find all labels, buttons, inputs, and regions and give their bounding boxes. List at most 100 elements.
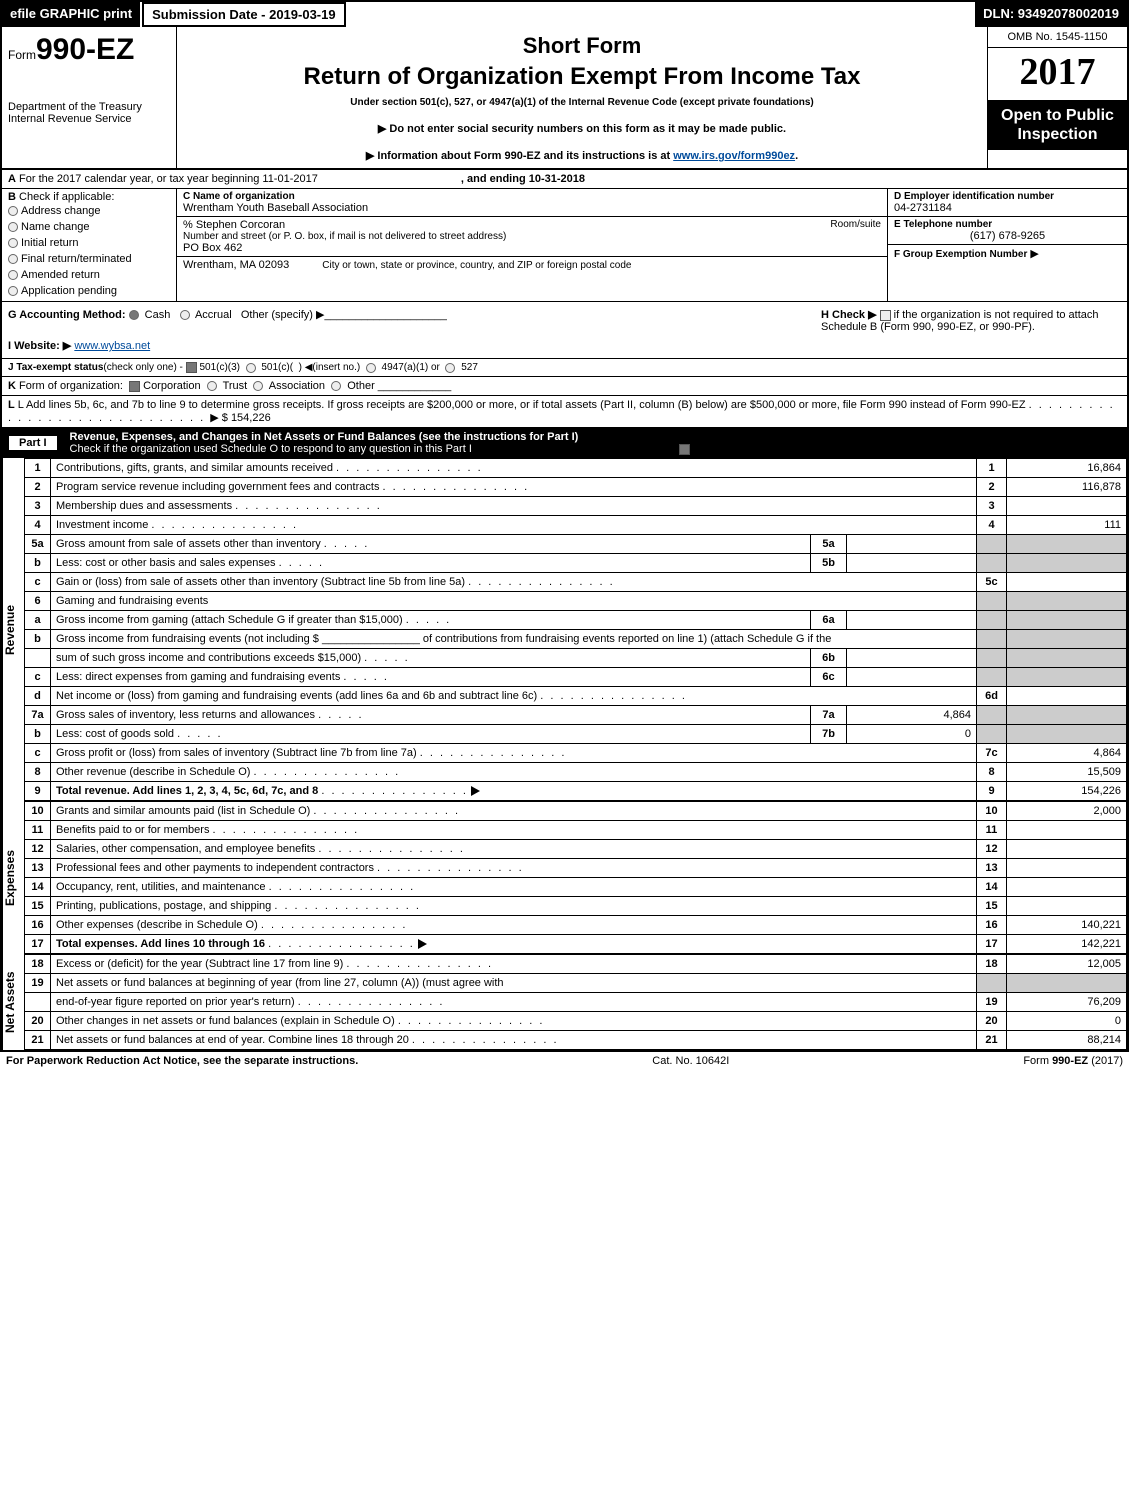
line-number: 15: [25, 897, 51, 916]
amount-cell: 140,221: [1007, 916, 1127, 935]
amount-cell: [1007, 725, 1127, 744]
gross-receipts-amount: ▶ $ 154,226: [210, 412, 270, 424]
amount-cell: [1007, 611, 1127, 630]
revenue-side-label: Revenue: [2, 458, 24, 801]
table-row: 3Membership dues and assessments . . . .…: [25, 497, 1127, 516]
amount-line-ref: [977, 668, 1007, 687]
amount-line-ref: 6d: [977, 687, 1007, 706]
dln-badge: DLN: 93492078002019: [975, 2, 1127, 27]
line-number: 19: [25, 974, 51, 993]
amount-cell: 116,878: [1007, 478, 1127, 497]
website-link[interactable]: www.wybsa.net: [74, 340, 150, 352]
line-number: c: [25, 573, 51, 592]
header-middle: Short Form Return of Organization Exempt…: [177, 27, 987, 168]
line-desc: Gaming and fundraising events: [51, 592, 977, 611]
sub-line-number: 6b: [811, 649, 847, 668]
table-row: dNet income or (loss) from gaming and fu…: [25, 687, 1127, 706]
chk-address-change[interactable]: Address change: [8, 203, 170, 219]
chk-accrual[interactable]: [180, 310, 190, 320]
care-of: % Stephen Corcoran: [183, 219, 506, 231]
chk-initial-return[interactable]: Initial return: [8, 235, 170, 251]
short-form-title: Short Form: [187, 33, 977, 59]
chk-amended-return[interactable]: Amended return: [8, 267, 170, 283]
amount-cell: 2,000: [1007, 802, 1127, 821]
sub-line-number: 7b: [811, 725, 847, 744]
sub-line-number: 5a: [811, 535, 847, 554]
table-row: 21Net assets or fund balances at end of …: [25, 1031, 1127, 1050]
amount-cell: [1007, 573, 1127, 592]
chk-schedule-o[interactable]: [679, 444, 690, 455]
table-row: 12Salaries, other compensation, and empl…: [25, 840, 1127, 859]
amount-cell: [1007, 706, 1127, 725]
table-row: 5aGross amount from sale of assets other…: [25, 535, 1127, 554]
amount-cell: [1007, 687, 1127, 706]
line-number: 8: [25, 763, 51, 782]
line-desc: Gross sales of inventory, less returns a…: [51, 706, 811, 725]
line-number: c: [25, 668, 51, 687]
sub-line-value: [847, 554, 977, 573]
table-row: cGross profit or (loss) from sales of in…: [25, 744, 1127, 763]
amount-line-ref: 11: [977, 821, 1007, 840]
org-name: Wrentham Youth Baseball Association: [183, 202, 368, 214]
line-number: d: [25, 687, 51, 706]
table-row: bLess: cost or other basis and sales exp…: [25, 554, 1127, 573]
line-desc: Occupancy, rent, utilities, and maintena…: [51, 878, 977, 897]
phone-cell: E Telephone number (617) 678-9265: [888, 217, 1127, 245]
sub-line-value: [847, 668, 977, 687]
amount-line-ref: 12: [977, 840, 1007, 859]
table-row: cGain or (loss) from sale of assets othe…: [25, 573, 1127, 592]
amount-line-ref: [977, 725, 1007, 744]
phone-value: (617) 678-9265: [894, 230, 1121, 242]
table-row: 20Other changes in net assets or fund ba…: [25, 1012, 1127, 1031]
line-desc: Other revenue (describe in Schedule O) .…: [51, 763, 977, 782]
table-row: aGross income from gaming (attach Schedu…: [25, 611, 1127, 630]
amount-cell: 142,221: [1007, 935, 1127, 954]
line-desc: Less: cost or other basis and sales expe…: [51, 554, 811, 573]
amount-cell: [1007, 878, 1127, 897]
accounting-method: G Accounting Method: Cash Accrual Other …: [8, 308, 821, 321]
chk-name-change[interactable]: Name change: [8, 219, 170, 235]
chk-application-pending[interactable]: Application pending: [8, 283, 170, 299]
row-j-tax-status: J Tax-exempt status(check only one) - 50…: [2, 359, 1127, 377]
expenses-section: Expenses 10Grants and similar amounts pa…: [2, 801, 1127, 954]
sub-line-number: 6a: [811, 611, 847, 630]
amount-line-ref: 7c: [977, 744, 1007, 763]
street-address: PO Box 462: [183, 242, 506, 254]
table-row: 7aGross sales of inventory, less returns…: [25, 706, 1127, 725]
chk-final-return[interactable]: Final return/terminated: [8, 251, 170, 267]
chk-cash[interactable]: [129, 310, 139, 320]
line-number: 12: [25, 840, 51, 859]
line-number: 9: [25, 782, 51, 801]
row-k-form-of-org: K Form of organization: Corporation Trus…: [2, 377, 1127, 396]
line-number: 14: [25, 878, 51, 897]
header-row: Form990-EZ Department of the Treasury In…: [2, 27, 1127, 170]
line-number: 21: [25, 1031, 51, 1050]
instructions-link[interactable]: www.irs.gov/form990ez: [673, 150, 795, 162]
chk-schedule-b[interactable]: [880, 310, 891, 321]
amount-cell: [1007, 668, 1127, 687]
amount-cell: [1007, 630, 1127, 649]
line-desc: Membership dues and assessments . . . . …: [51, 497, 977, 516]
line-number: 6: [25, 592, 51, 611]
amount-line-ref: 19: [977, 993, 1007, 1012]
table-row: 18Excess or (deficit) for the year (Subt…: [25, 955, 1127, 974]
table-row: 2Program service revenue including gover…: [25, 478, 1127, 497]
table-row: 6Gaming and fundraising events: [25, 592, 1127, 611]
sub-line-number: 5b: [811, 554, 847, 573]
table-row: 16Other expenses (describe in Schedule O…: [25, 916, 1127, 935]
omb-number: OMB No. 1545-1150: [988, 27, 1127, 48]
line-number: c: [25, 744, 51, 763]
line-number: 10: [25, 802, 51, 821]
line-desc: Net assets or fund balances at end of ye…: [51, 1031, 977, 1050]
sub-line-value: 0: [847, 725, 977, 744]
line-desc: Net assets or fund balances at beginning…: [51, 974, 977, 993]
line-desc: Excess or (deficit) for the year (Subtra…: [51, 955, 977, 974]
table-row: bGross income from fundraising events (n…: [25, 630, 1127, 649]
under-section: Under section 501(c), 527, or 4947(a)(1)…: [187, 97, 977, 108]
table-row: 9Total revenue. Add lines 1, 2, 3, 4, 5c…: [25, 782, 1127, 801]
form-container: efile GRAPHIC print Submission Date - 20…: [0, 0, 1129, 1052]
line-number: b: [25, 630, 51, 649]
open-to-public: Open to Public Inspection: [988, 100, 1127, 150]
table-row: 4Investment income . . . . . . . . . . .…: [25, 516, 1127, 535]
table-row: sum of such gross income and contributio…: [25, 649, 1127, 668]
